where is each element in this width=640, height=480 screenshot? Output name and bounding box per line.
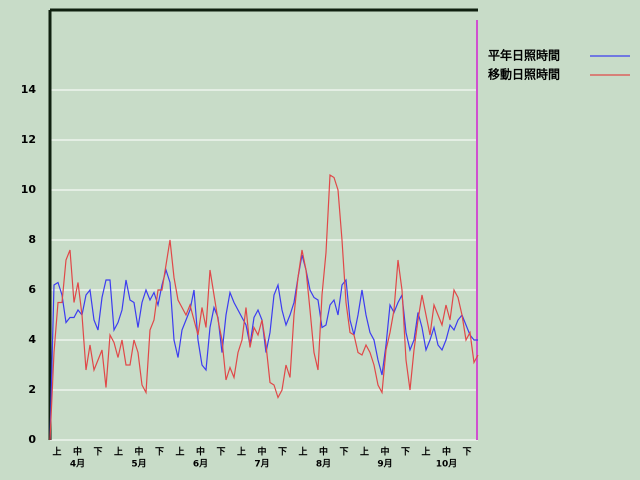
y-tick-label: 2 <box>28 383 36 396</box>
x-tick-label: 下 <box>93 447 102 458</box>
x-tick-label: 下 <box>401 447 410 458</box>
legend-label: 移動日照時間 <box>488 67 560 82</box>
y-tick-label: 14 <box>21 83 37 96</box>
x-tick-label: 中 <box>442 446 451 458</box>
month-label: 7月 <box>254 459 269 470</box>
x-tick-label: 中 <box>380 446 389 458</box>
x-tick-label: 中 <box>134 446 143 458</box>
legend-label: 平年日照時間 <box>488 48 560 63</box>
x-tick-label: 中 <box>196 446 205 458</box>
month-label: 10月 <box>436 459 458 470</box>
y-tick-label: 10 <box>21 183 37 196</box>
month-label: 8月 <box>316 459 331 470</box>
month-label: 5月 <box>131 459 146 470</box>
month-label: 4月 <box>70 459 85 470</box>
x-tick-label: 下 <box>339 447 348 458</box>
x-tick-label: 下 <box>278 447 287 458</box>
y-tick-label: 12 <box>21 133 36 146</box>
y-tick-label: 6 <box>28 283 36 296</box>
x-tick-label: 下 <box>216 447 225 458</box>
y-tick-label: 8 <box>28 233 36 246</box>
x-tick-label: 中 <box>257 446 266 458</box>
x-tick-label: 上 <box>175 446 184 458</box>
x-tick-label: 上 <box>52 446 61 458</box>
x-tick-label: 上 <box>360 446 369 458</box>
x-tick-label: 上 <box>421 446 430 458</box>
x-tick-label: 下 <box>155 447 164 458</box>
month-label: 6月 <box>193 459 208 470</box>
x-tick-label: 下 <box>462 447 471 458</box>
y-tick-label: 4 <box>28 333 36 346</box>
x-tick-label: 上 <box>298 446 307 458</box>
month-label: 9月 <box>377 459 392 470</box>
y-tick-label: 0 <box>28 433 36 446</box>
x-tick-label: 上 <box>114 446 123 458</box>
x-tick-label: 上 <box>237 446 246 458</box>
x-tick-label: 中 <box>319 446 328 458</box>
series-line <box>49 173 479 441</box>
x-tick-label: 中 <box>73 446 82 458</box>
